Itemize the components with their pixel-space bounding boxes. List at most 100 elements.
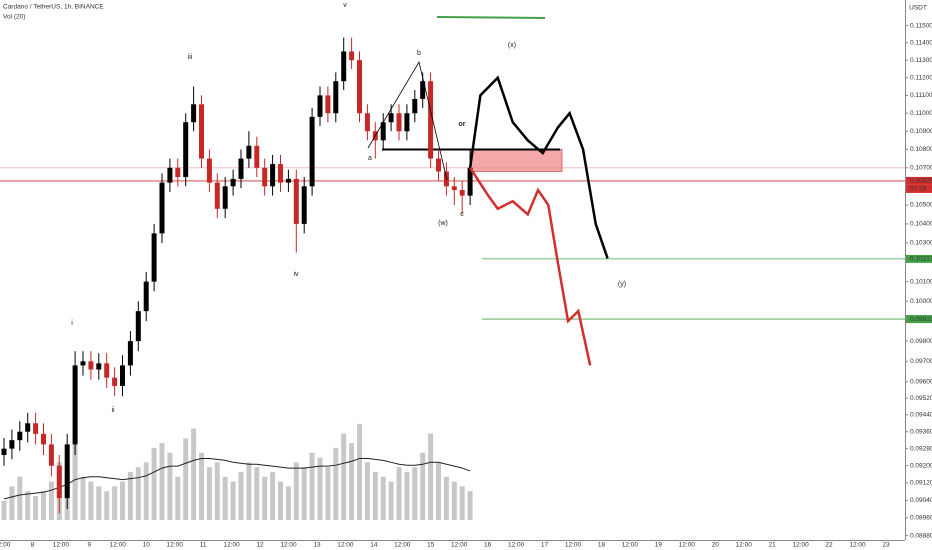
candle-body	[112, 377, 118, 386]
volume-ma	[3, 457, 471, 500]
candle-body	[72, 365, 78, 445]
x-tick-label: 17	[541, 542, 549, 549]
candle-body	[436, 158, 441, 172]
price-tag-label: 0.10629	[910, 178, 932, 185]
volume-bar	[1, 500, 7, 520]
volume-bar	[333, 447, 339, 520]
x-tick-label: 12:00	[565, 542, 582, 549]
candle-body	[191, 104, 197, 123]
candle-body	[17, 431, 23, 441]
candle-body	[230, 178, 236, 187]
candle-body	[48, 444, 54, 466]
y-tick-label: 0.09360	[910, 428, 932, 435]
candle-body	[9, 440, 15, 449]
x-tick-label: 12:00	[337, 542, 354, 549]
x-tick-label: 10	[143, 542, 151, 549]
candle-body	[317, 95, 323, 117]
candle-body	[41, 433, 46, 445]
wave-label: iv	[293, 271, 299, 278]
y-tick-label: 0.09440	[910, 412, 932, 419]
volume-bar	[364, 462, 370, 520]
indicator-title: Vol (20)	[3, 14, 25, 21]
volume-bar	[372, 471, 378, 520]
volume-bar	[167, 452, 173, 520]
volume-bar	[293, 462, 299, 520]
volume-bar	[428, 433, 434, 520]
candle-body	[104, 363, 110, 378]
volume-bar	[80, 476, 86, 520]
x-tick-label: 14	[370, 542, 378, 549]
y-tick-label: 0.10500	[910, 202, 932, 209]
price-tag-label: 0.09910	[910, 316, 932, 323]
price-tag-label: 0.10217	[910, 256, 932, 263]
volume-bar	[262, 476, 268, 520]
candle-body	[183, 122, 189, 178]
volume-bar	[48, 481, 54, 520]
y-tick-label: 0.10000	[910, 298, 932, 305]
countdown: 57:18	[910, 186, 927, 193]
symbol-title: Cardano / TetherUS, 1h, BINANCE	[3, 4, 104, 11]
candle-body	[270, 164, 276, 187]
volume-bar	[412, 467, 418, 520]
candle-body	[127, 341, 133, 366]
volume-bar	[278, 481, 283, 520]
y-tick-label: 0.11300	[910, 57, 932, 64]
y-tick-label: 0.09520	[910, 395, 932, 402]
volume-bar	[459, 486, 465, 520]
x-tick-label: 12:00	[508, 542, 525, 549]
candle-body	[56, 465, 62, 499]
y-tick-label: 0.09200	[910, 462, 932, 469]
volume-bar	[127, 471, 133, 520]
volume-bar	[349, 443, 355, 520]
candle-body	[151, 233, 157, 282]
volume-bar	[317, 457, 323, 520]
candle-body	[278, 164, 283, 183]
candle-body	[143, 281, 149, 312]
wave-label: i	[71, 320, 73, 327]
x-tick-label: 9	[88, 542, 92, 549]
volume-bar	[41, 491, 46, 520]
volume-bar	[301, 467, 307, 520]
volume-bar	[357, 423, 362, 520]
candle-body	[349, 51, 355, 61]
volume-bar	[104, 491, 110, 520]
wave-label: b	[417, 50, 421, 57]
volume-bar	[246, 462, 252, 520]
zone	[469, 149, 563, 172]
volume-bar	[72, 443, 78, 520]
candle-body	[246, 145, 252, 159]
y-tick-label: 0.11500	[910, 22, 932, 29]
x-tick-label: 12:00	[849, 542, 866, 549]
y-tick-label: 0.11200	[910, 74, 932, 81]
volume-bar	[230, 481, 236, 520]
volume-bar	[206, 467, 212, 520]
wave-label: iii	[188, 54, 193, 61]
x-tick-label: 21	[769, 542, 777, 549]
y-tick-label: 0.08880	[910, 532, 932, 539]
projection-path	[469, 167, 592, 366]
volume-bar	[325, 467, 331, 520]
x-tick-label: 12	[256, 542, 264, 549]
candle-body	[333, 81, 339, 114]
x-tick-label: 22	[825, 542, 833, 549]
candle-body	[222, 186, 228, 209]
volume-bar	[120, 481, 125, 520]
candle-body	[309, 116, 315, 187]
x-tick-label: 12:00	[451, 542, 468, 549]
volume-bar	[191, 428, 197, 520]
candle-body	[459, 190, 465, 196]
x-tick-label: 12:00	[53, 542, 70, 549]
volume-bar	[17, 476, 23, 520]
candle-body	[396, 113, 402, 132]
wave-label: (w)	[438, 220, 448, 227]
price-tag	[906, 315, 932, 324]
volume-bar	[254, 467, 260, 520]
y-tick-label: 0.08960	[910, 515, 932, 522]
candle-body	[467, 167, 473, 196]
x-tick-label: 12:00	[394, 542, 411, 549]
volume-bar	[238, 471, 244, 520]
candle-body	[159, 182, 165, 234]
wave-label: v	[343, 2, 347, 9]
volume-bar	[420, 452, 426, 520]
x-tick-label: 12:00	[679, 542, 696, 549]
